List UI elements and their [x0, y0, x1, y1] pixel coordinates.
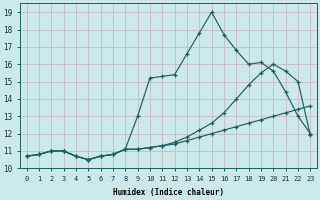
X-axis label: Humidex (Indice chaleur): Humidex (Indice chaleur) [113, 188, 224, 197]
